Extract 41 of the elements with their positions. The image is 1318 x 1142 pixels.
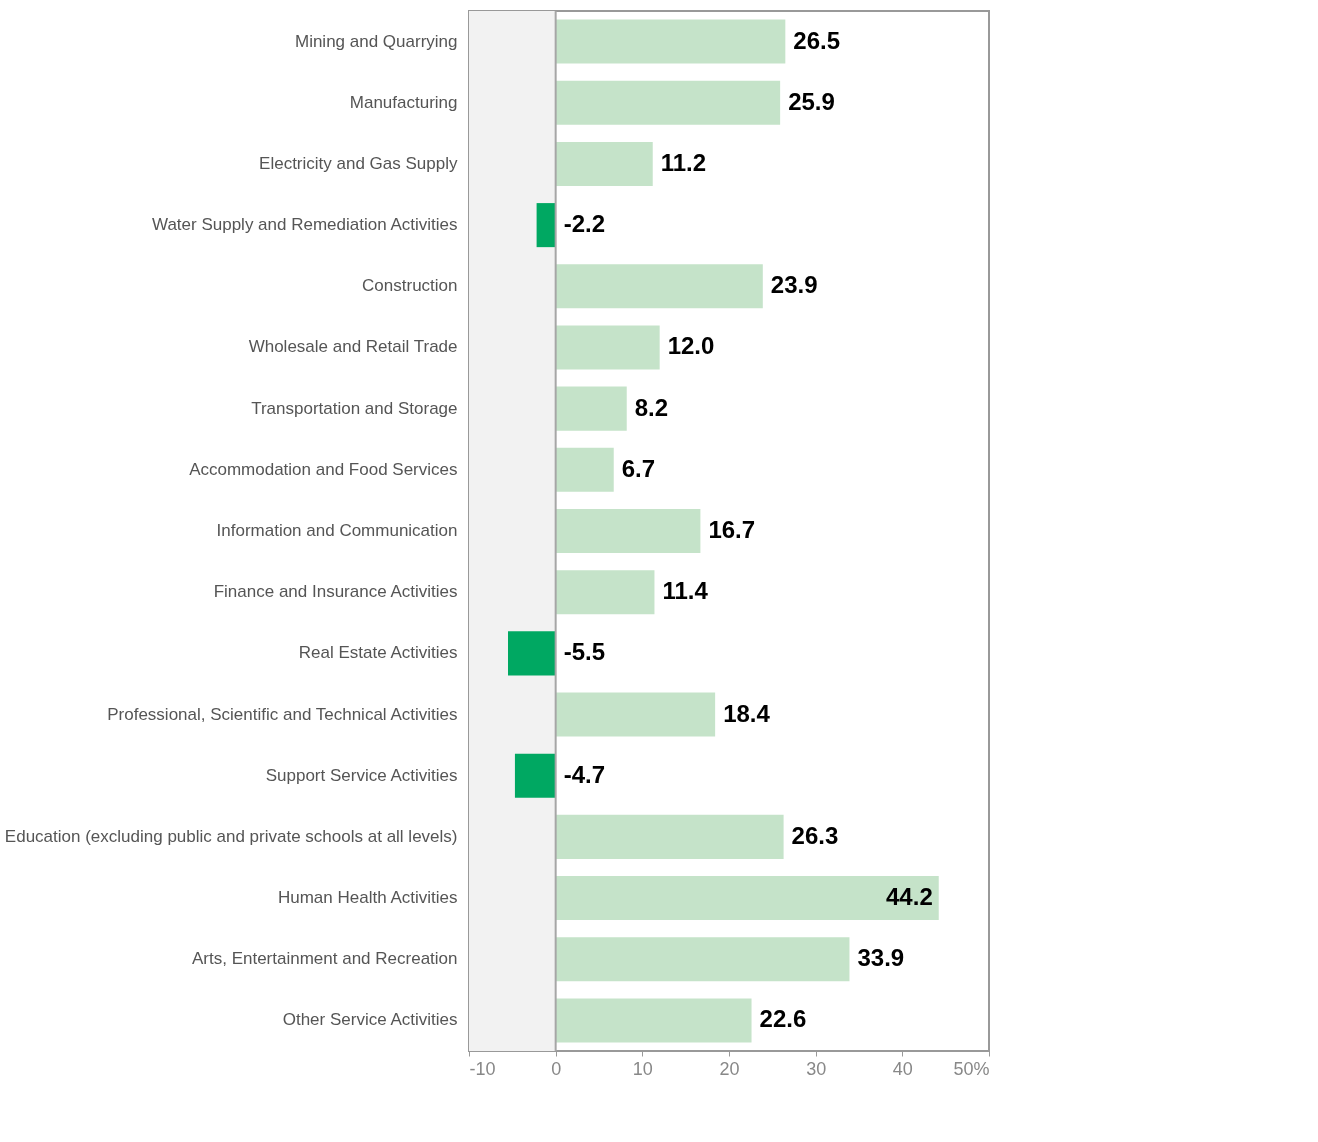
y-tick-label: Electricity and Gas Supply: [259, 153, 458, 173]
y-tick-label: Manufacturing: [349, 92, 458, 112]
x-tick-label: -10: [469, 1058, 496, 1079]
data-label: 6.7: [621, 454, 656, 482]
x-tick-label: 0: [551, 1058, 562, 1079]
data-label: 16.7: [708, 516, 756, 543]
data-label: 26.5: [793, 26, 841, 54]
data-label: -5.5: [563, 638, 606, 666]
y-tick-label: Accommodation and Food Services: [189, 459, 458, 479]
data-label: 8.2: [634, 393, 669, 421]
data-label: 18.4: [723, 699, 771, 727]
y-tick-label: Arts, Entertainment and Recreation: [191, 949, 458, 969]
y-tick-label: Mining and Quarrying: [294, 31, 458, 51]
data-label: 25.9: [788, 87, 835, 115]
data-label: 33.9: [857, 944, 905, 972]
y-tick-label: Support Service Activities: [265, 765, 458, 785]
x-tick-label: 40: [892, 1058, 913, 1079]
y-tick-label: Finance and Insurance Activities: [213, 582, 458, 602]
y-tick-label: Wholesale and Retail Trade: [248, 337, 458, 357]
data-label: -2.2: [563, 210, 606, 238]
data-label: -4.7: [563, 760, 606, 788]
x-tick-label: 30: [806, 1058, 827, 1079]
data-label: 11.2: [660, 148, 707, 176]
x-tick-label: 50%: [953, 1058, 990, 1079]
data-label: 22.6: [759, 1005, 807, 1033]
data-label: 26.3: [791, 821, 839, 849]
data-label: 44.2: [886, 883, 933, 911]
y-tick-label: Other Service Activities: [282, 1010, 458, 1030]
x-tick-label: 20: [719, 1058, 740, 1079]
data-label: 11.4: [662, 577, 709, 605]
data-label: 12.0: [667, 332, 715, 360]
y-tick-label: Professional, Scientific and Technical Activities: [107, 704, 458, 724]
y-tick-label: Water Supply and Remediation Activities: [151, 215, 458, 235]
data-label: 23.9: [770, 271, 818, 299]
y-tick-label: Transportation and Storage: [251, 398, 458, 418]
y-tick-label: Information and Communication: [216, 521, 458, 540]
y-tick-label: Construction: [362, 276, 458, 296]
x-tick-label: 10: [632, 1058, 653, 1079]
y-tick-label: Education (excluding public and private schools at all levels): [4, 826, 458, 846]
y-tick-label: Human Health Activities: [277, 888, 458, 908]
y-tick-label: Real Estate Activities: [298, 643, 458, 663]
